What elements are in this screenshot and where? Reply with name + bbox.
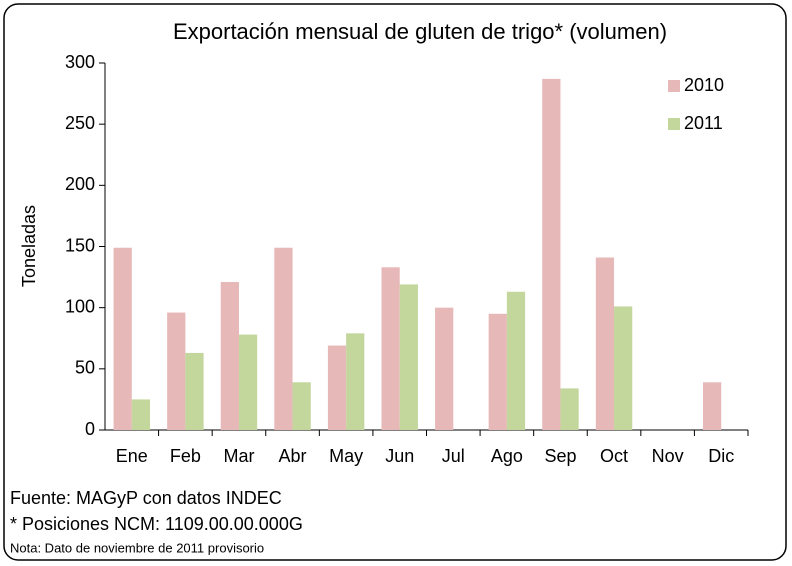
- y-axis-label: Toneladas: [19, 205, 39, 287]
- provisional-note: Nota: Dato de noviembre de 2011 provisor…: [10, 540, 264, 555]
- bar: [292, 382, 311, 430]
- x-tick-label: Oct: [600, 446, 628, 466]
- bar: [506, 291, 526, 430]
- bar: [131, 399, 151, 430]
- y-tick-label: 150: [65, 235, 95, 255]
- bar: [220, 281, 239, 430]
- y-tick-label: 100: [65, 296, 95, 316]
- ncm-note: * Posiciones NCM: 1109.00.00.000G: [10, 514, 303, 534]
- y-tick-label: 50: [75, 358, 95, 378]
- x-tick-label: Sep: [544, 446, 576, 466]
- bar: [274, 247, 293, 430]
- bar: [560, 388, 579, 430]
- legend-swatch: [668, 80, 680, 92]
- bar: [702, 382, 722, 430]
- x-tick-label: Jul: [442, 446, 465, 466]
- x-tick-label: Feb: [170, 446, 201, 466]
- bar: [327, 345, 347, 430]
- bar: [435, 307, 454, 430]
- x-tick-label: Mar: [223, 446, 254, 466]
- y-tick-label: 0: [85, 419, 95, 439]
- y-tick-label: 250: [65, 113, 95, 133]
- bar: [595, 257, 615, 430]
- x-tick-label: Jun: [385, 446, 414, 466]
- bar: [614, 306, 633, 430]
- bar: [167, 312, 186, 430]
- bar: [346, 333, 365, 430]
- x-tick-label: Abr: [279, 446, 307, 466]
- chart-title: Exportación mensual de gluten de trigo* …: [173, 19, 667, 44]
- legend-label: 2010: [684, 75, 724, 95]
- x-tick-label: Dic: [708, 446, 734, 466]
- bar: [185, 352, 204, 430]
- x-tick-label: Nov: [652, 446, 684, 466]
- legend-label: 2011: [684, 113, 723, 133]
- bar: [542, 78, 561, 431]
- x-tick-label: Ene: [116, 446, 148, 466]
- x-tick-label: Ago: [491, 446, 523, 466]
- source-note: Fuente: MAGyP con datos INDEC: [10, 488, 282, 508]
- bar: [113, 247, 132, 430]
- bar: [381, 267, 400, 430]
- x-tick-label: May: [329, 446, 363, 466]
- bar: [399, 284, 418, 430]
- y-tick-label: 300: [65, 52, 95, 72]
- bar: [238, 334, 258, 430]
- bar: [488, 313, 507, 430]
- y-tick-label: 200: [65, 174, 95, 194]
- legend-swatch: [668, 118, 680, 130]
